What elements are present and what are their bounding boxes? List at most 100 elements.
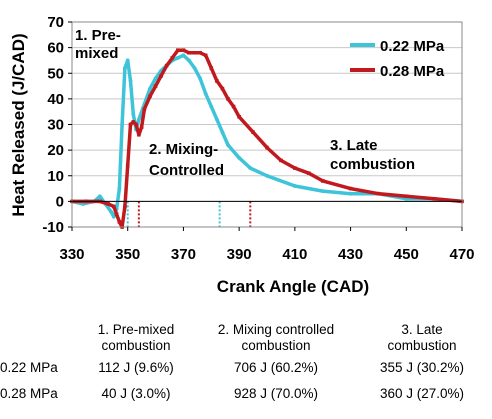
- data-point: [125, 163, 130, 168]
- annotation-premixed-line2: mixed: [75, 45, 118, 62]
- data-point: [170, 56, 175, 60]
- table-header-row: 1. Pre-mixed combustion 2. Mixing contro…: [0, 322, 492, 354]
- x-tick-label: 450: [394, 246, 419, 263]
- annotation-late-line2: combustion: [330, 156, 415, 173]
- y-tick-label: 60: [47, 40, 64, 57]
- data-point: [404, 194, 409, 199]
- data-point: [128, 79, 133, 83]
- data-point: [198, 50, 202, 55]
- x-tick-label: 370: [171, 246, 196, 263]
- data-point: [181, 53, 186, 58]
- data-point: [187, 50, 191, 55]
- data-point: [215, 79, 219, 83]
- data-point: [117, 186, 122, 191]
- data-series: [70, 48, 464, 229]
- annotation-mixing-line2: Controlled: [149, 162, 224, 179]
- x-tick-label: 390: [227, 246, 252, 263]
- data-point: [139, 125, 144, 129]
- x-tick-label: 470: [449, 246, 474, 263]
- table-row: 0.28 MPa 40 J (3.0%) 928 J (70.0%) 360 J…: [0, 380, 492, 401]
- data-point: [148, 94, 152, 99]
- data-point: [203, 53, 208, 58]
- data-point: [376, 191, 381, 196]
- data-point: [248, 166, 253, 170]
- data-point: [134, 122, 138, 127]
- y-tick-label: 30: [47, 117, 64, 134]
- data-point: [348, 186, 353, 191]
- data-point: [214, 117, 219, 122]
- header-premixed: 1. Pre-mixed combustion: [97, 322, 175, 353]
- x-tick-label: 350: [115, 246, 140, 263]
- data-point: [114, 212, 119, 216]
- data-point: [106, 202, 111, 206]
- data-point: [131, 112, 136, 117]
- data-point: [203, 91, 208, 96]
- data-point: [153, 76, 158, 81]
- combustion-summary-table: 1. Pre-mixed combustion 2. Mixing contro…: [0, 322, 492, 401]
- table-cell: 355 J (30.2%): [379, 360, 465, 375]
- row-label: 0.28 MPa: [0, 386, 58, 401]
- data-point: [136, 117, 141, 122]
- y-tick-label: 10: [47, 168, 64, 185]
- data-point: [176, 48, 180, 52]
- data-point: [306, 171, 311, 175]
- y-tick-label: -10: [42, 219, 64, 236]
- axes: [68, 21, 463, 231]
- table-cell: 706 J (60.2%): [233, 360, 319, 375]
- data-point: [220, 130, 225, 135]
- data-point: [226, 143, 230, 147]
- data-point: [117, 220, 122, 224]
- row-label: 0.22 MPa: [0, 360, 58, 375]
- data-point: [137, 132, 141, 137]
- data-point: [251, 130, 255, 134]
- data-point: [159, 74, 163, 78]
- tick-labels: -10 0 10 20 30 40 50 60 70 330 350 370 390 410 430 450 4…: [42, 14, 474, 263]
- data-point: [293, 166, 297, 170]
- annotation-mixing-line1: 2. Mixing-: [149, 141, 218, 158]
- data-point: [125, 58, 130, 63]
- data-point: [226, 97, 230, 101]
- data-point: [175, 55, 180, 60]
- annotation-premixed-line1: 1. Pre-: [75, 27, 121, 44]
- header-late: 3. Late combustion: [387, 322, 457, 353]
- table-cell: 40 J (3.0%): [101, 386, 171, 401]
- phase-divider-lines: [126, 201, 252, 227]
- data-point: [109, 209, 113, 214]
- data-point: [128, 122, 133, 127]
- table-row: 0.22 MPa 112 J (9.6%) 706 J (60.2%) 355 …: [0, 354, 492, 380]
- data-point: [348, 191, 353, 196]
- data-point: [198, 76, 203, 81]
- data-point: [231, 104, 236, 109]
- data-point: [192, 66, 197, 71]
- heat-release-chart: -10 0 10 20 30 40 50 60 70 330 350 370 390 410 430 450 4…: [9, 14, 475, 296]
- legend-label-0-22: 0.22 MPa: [380, 38, 445, 55]
- legend-label-0-28: 0.28 MPa: [380, 63, 445, 80]
- y-axis-title: Heat Released (J/CAD): [9, 33, 28, 216]
- data-point: [142, 107, 147, 111]
- table-cell: 112 J (9.6%): [98, 360, 174, 375]
- legend: 0.22 MPa 0.28 MPa: [350, 38, 445, 80]
- data-point: [320, 179, 325, 183]
- data-point: [292, 184, 297, 188]
- table-cell: 360 J (27.0%): [379, 386, 465, 401]
- x-axis-title: Crank Angle (CAD): [217, 277, 369, 296]
- y-tick-label: 0: [56, 193, 64, 210]
- data-point: [320, 189, 325, 194]
- data-point: [148, 86, 152, 91]
- data-point: [123, 66, 127, 71]
- data-point: [97, 194, 102, 199]
- data-point: [164, 63, 169, 68]
- data-point: [120, 122, 125, 127]
- data-point: [265, 173, 269, 178]
- data-point: [181, 48, 186, 52]
- data-point: [237, 115, 241, 119]
- data-point: [187, 58, 191, 63]
- x-tick-label: 410: [282, 246, 307, 263]
- data-point: [111, 214, 116, 219]
- annotation-late-line1: 3. Late: [330, 137, 378, 154]
- series-line-1: [72, 48, 463, 229]
- data-point: [131, 120, 136, 124]
- y-tick-label: 20: [47, 142, 64, 159]
- y-tick-label: 40: [47, 91, 64, 108]
- y-tick-label: 70: [47, 14, 64, 31]
